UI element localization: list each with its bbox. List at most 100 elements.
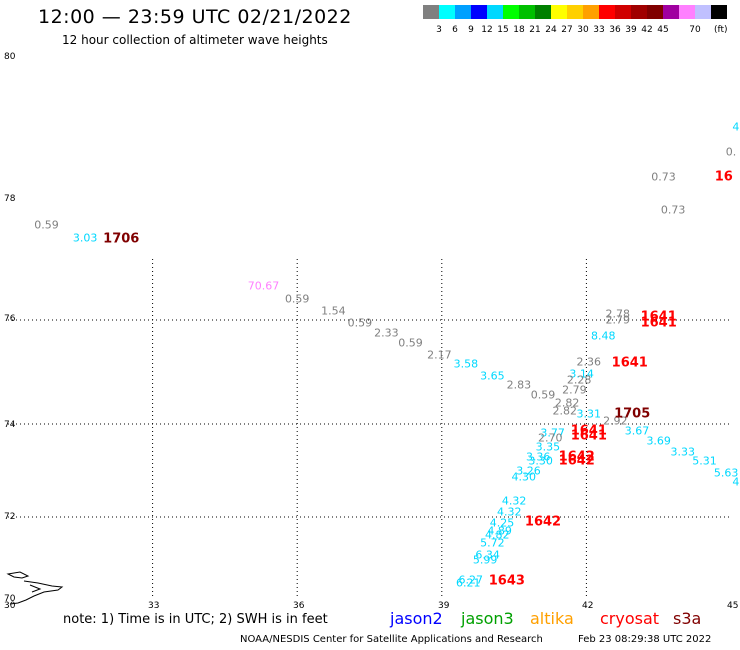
legend-label: 30 [577, 25, 589, 35]
wave-height-value: 2.82 [554, 396, 580, 410]
legend-swatch-8 [551, 5, 567, 19]
map-subtitle: 12 hour collection of altimeter wave hei… [62, 33, 328, 47]
legend-label: 70 [689, 25, 701, 35]
wave-height-value: 2.36 [576, 355, 602, 369]
pass-time-label: 1706 [103, 231, 140, 247]
wave-height-value: 5.72 [480, 536, 505, 550]
legend-label: 15 [497, 25, 509, 35]
legend-swatch-6 [519, 5, 535, 19]
legend-swatch-12 [615, 5, 631, 19]
graticule [8, 259, 731, 598]
map-title: 12:00 — 23:59 UTC 02/21/2022 [38, 6, 352, 28]
legend-label: 9 [468, 25, 474, 35]
wave-height-value: 8.48 [591, 329, 616, 343]
legend-label: 27 [561, 25, 573, 35]
wave-height-value: 0.73 [660, 203, 686, 217]
legend-label: 42 [641, 25, 653, 35]
wave-height-value: 2.70 [538, 431, 563, 445]
wave-height-value: 0.59 [34, 218, 59, 232]
legend-label: 18 [513, 25, 525, 35]
wave-height-value: 2.79 [562, 383, 587, 397]
legend-label: 6 [452, 25, 458, 35]
legend-swatch-13 [631, 5, 647, 19]
wave-height-value: 3.67 [624, 424, 650, 438]
wave-height-value: 3.36 [525, 450, 551, 464]
legend-swatch-2 [455, 5, 471, 19]
legend-swatch-5 [503, 5, 519, 19]
lat-label: 72 [4, 512, 16, 522]
legend-swatch-3 [471, 5, 487, 19]
pass-time-label: 1641 [640, 315, 677, 331]
wave-height-value: 4.89 [487, 524, 512, 538]
legend-unit: (ft) [714, 25, 728, 35]
wave-height-value: 2.92 [603, 414, 628, 428]
wave-height-value: 5.99 [472, 553, 498, 567]
satellite-label-cryosat: cryosat [600, 609, 660, 628]
legend-label: 3 [436, 25, 442, 35]
lat-label: 74 [4, 420, 16, 430]
legend-swatch-14 [647, 5, 663, 19]
wave-height-value: 4 [732, 120, 740, 134]
wave-height-value: 4 [732, 475, 740, 489]
wave-height-value: 4.32 [501, 494, 527, 508]
legend-label: 36 [609, 25, 621, 35]
legend-swatch-16 [679, 5, 695, 19]
wave-height-value: 0. [725, 145, 737, 159]
pass-time-label: 16 [714, 169, 733, 185]
wave-height-value: 2.78 [605, 307, 630, 321]
pass-time-label: 1705 [614, 406, 651, 422]
lon-label: 45 [727, 601, 739, 611]
lat-label: 70 [4, 594, 16, 604]
legend-label: 33 [593, 25, 605, 35]
pass-time-label: 1642 [524, 514, 562, 530]
wave-height-value: 70.67 [247, 279, 280, 293]
lon-label: 30 [4, 601, 16, 611]
wave-height-value: 4.82 [484, 528, 510, 542]
wave-height-value: 3.35 [535, 440, 561, 454]
wave-height-value: 0.59 [530, 388, 556, 402]
wave-height-value: 2.28 [566, 373, 592, 387]
legend-swatch-11 [599, 5, 615, 19]
pass-time-label: 1641 [570, 428, 607, 444]
legend-swatch-17 [695, 5, 711, 19]
lat-label: 80 [4, 52, 16, 62]
wave-height-value: 2.33 [374, 326, 399, 340]
legend-label: 45 [657, 25, 669, 35]
pass-time-label: 1643 [488, 573, 525, 589]
wave-height-value: 4.30 [511, 470, 536, 484]
wave-height-value: 3.03 [72, 231, 98, 245]
legend-swatch-9 [567, 5, 583, 19]
wave-height-value: 2.83 [506, 378, 532, 392]
pass-time-label: 1641 [611, 355, 648, 371]
lat-label: 78 [4, 194, 16, 204]
legend-swatch-7 [535, 5, 551, 19]
legend-swatch-1 [439, 5, 455, 19]
wave-height-value: 3.58 [453, 357, 479, 371]
legend-label: 24 [545, 25, 557, 35]
wave-height-value: 1.54 [321, 304, 346, 318]
wave-height-value: 3.33 [670, 445, 696, 459]
wave-height-value: 0.59 [347, 316, 373, 330]
wave-height-value: 3.30 [528, 454, 553, 468]
wave-height-value: 3.65 [480, 369, 505, 383]
wave-height-value: 2.17 [427, 348, 452, 362]
wave-height-value: 6.27 [458, 573, 483, 587]
satellite-label-jason3: jason3 [461, 609, 514, 628]
satellite-label-s3a: s3a [673, 609, 702, 628]
wave-height-value: 2.79 [605, 313, 630, 327]
lon-label: 42 [582, 601, 594, 611]
lat-label: 76 [4, 314, 16, 324]
lon-label: 36 [293, 601, 305, 611]
wave-height-value: 5.63 [713, 466, 739, 480]
legend-label: 21 [529, 25, 541, 35]
coastline [6, 571, 64, 605]
wave-height-value: 6.21 [456, 576, 481, 590]
wave-height-value: 3.69 [646, 434, 671, 448]
credit-line: NOAA/NESDIS Center for Satellite Applica… [240, 634, 543, 645]
legend-swatch-0 [423, 5, 439, 19]
lon-label: 33 [148, 601, 160, 611]
lon-label: 39 [438, 601, 450, 611]
pass-time-label: 1641 [640, 309, 677, 325]
satellite-label-jason2: jason2 [390, 609, 443, 628]
wave-height-value: 6.34 [475, 548, 500, 562]
